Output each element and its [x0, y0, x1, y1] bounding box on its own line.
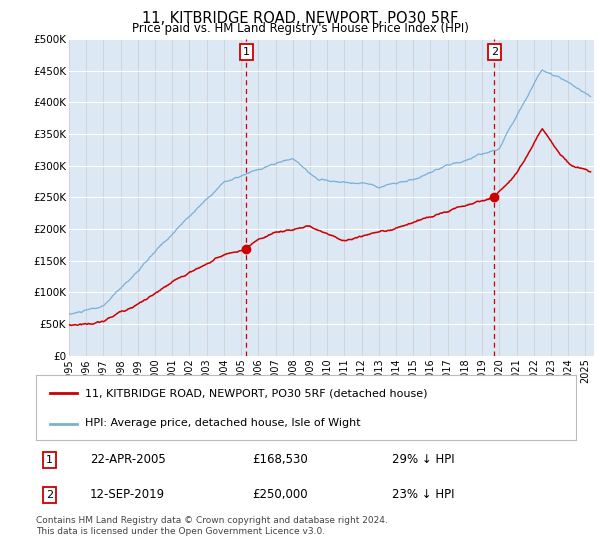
Text: Price paid vs. HM Land Registry's House Price Index (HPI): Price paid vs. HM Land Registry's House … — [131, 22, 469, 35]
Text: 29% ↓ HPI: 29% ↓ HPI — [392, 454, 455, 466]
Text: 23% ↓ HPI: 23% ↓ HPI — [392, 488, 455, 501]
Text: Contains HM Land Registry data © Crown copyright and database right 2024.
This d: Contains HM Land Registry data © Crown c… — [36, 516, 388, 536]
Text: 1: 1 — [46, 455, 53, 465]
Text: 11, KITBRIDGE ROAD, NEWPORT, PO30 5RF (detached house): 11, KITBRIDGE ROAD, NEWPORT, PO30 5RF (d… — [85, 388, 427, 398]
Text: 2: 2 — [491, 47, 498, 57]
Text: HPI: Average price, detached house, Isle of Wight: HPI: Average price, detached house, Isle… — [85, 418, 360, 428]
Text: 12-SEP-2019: 12-SEP-2019 — [90, 488, 165, 501]
Text: 1: 1 — [243, 47, 250, 57]
Text: 11, KITBRIDGE ROAD, NEWPORT, PO30 5RF: 11, KITBRIDGE ROAD, NEWPORT, PO30 5RF — [142, 11, 458, 26]
Text: 22-APR-2005: 22-APR-2005 — [90, 454, 166, 466]
Text: £250,000: £250,000 — [252, 488, 308, 501]
Text: 2: 2 — [46, 490, 53, 500]
Text: £168,530: £168,530 — [252, 454, 308, 466]
